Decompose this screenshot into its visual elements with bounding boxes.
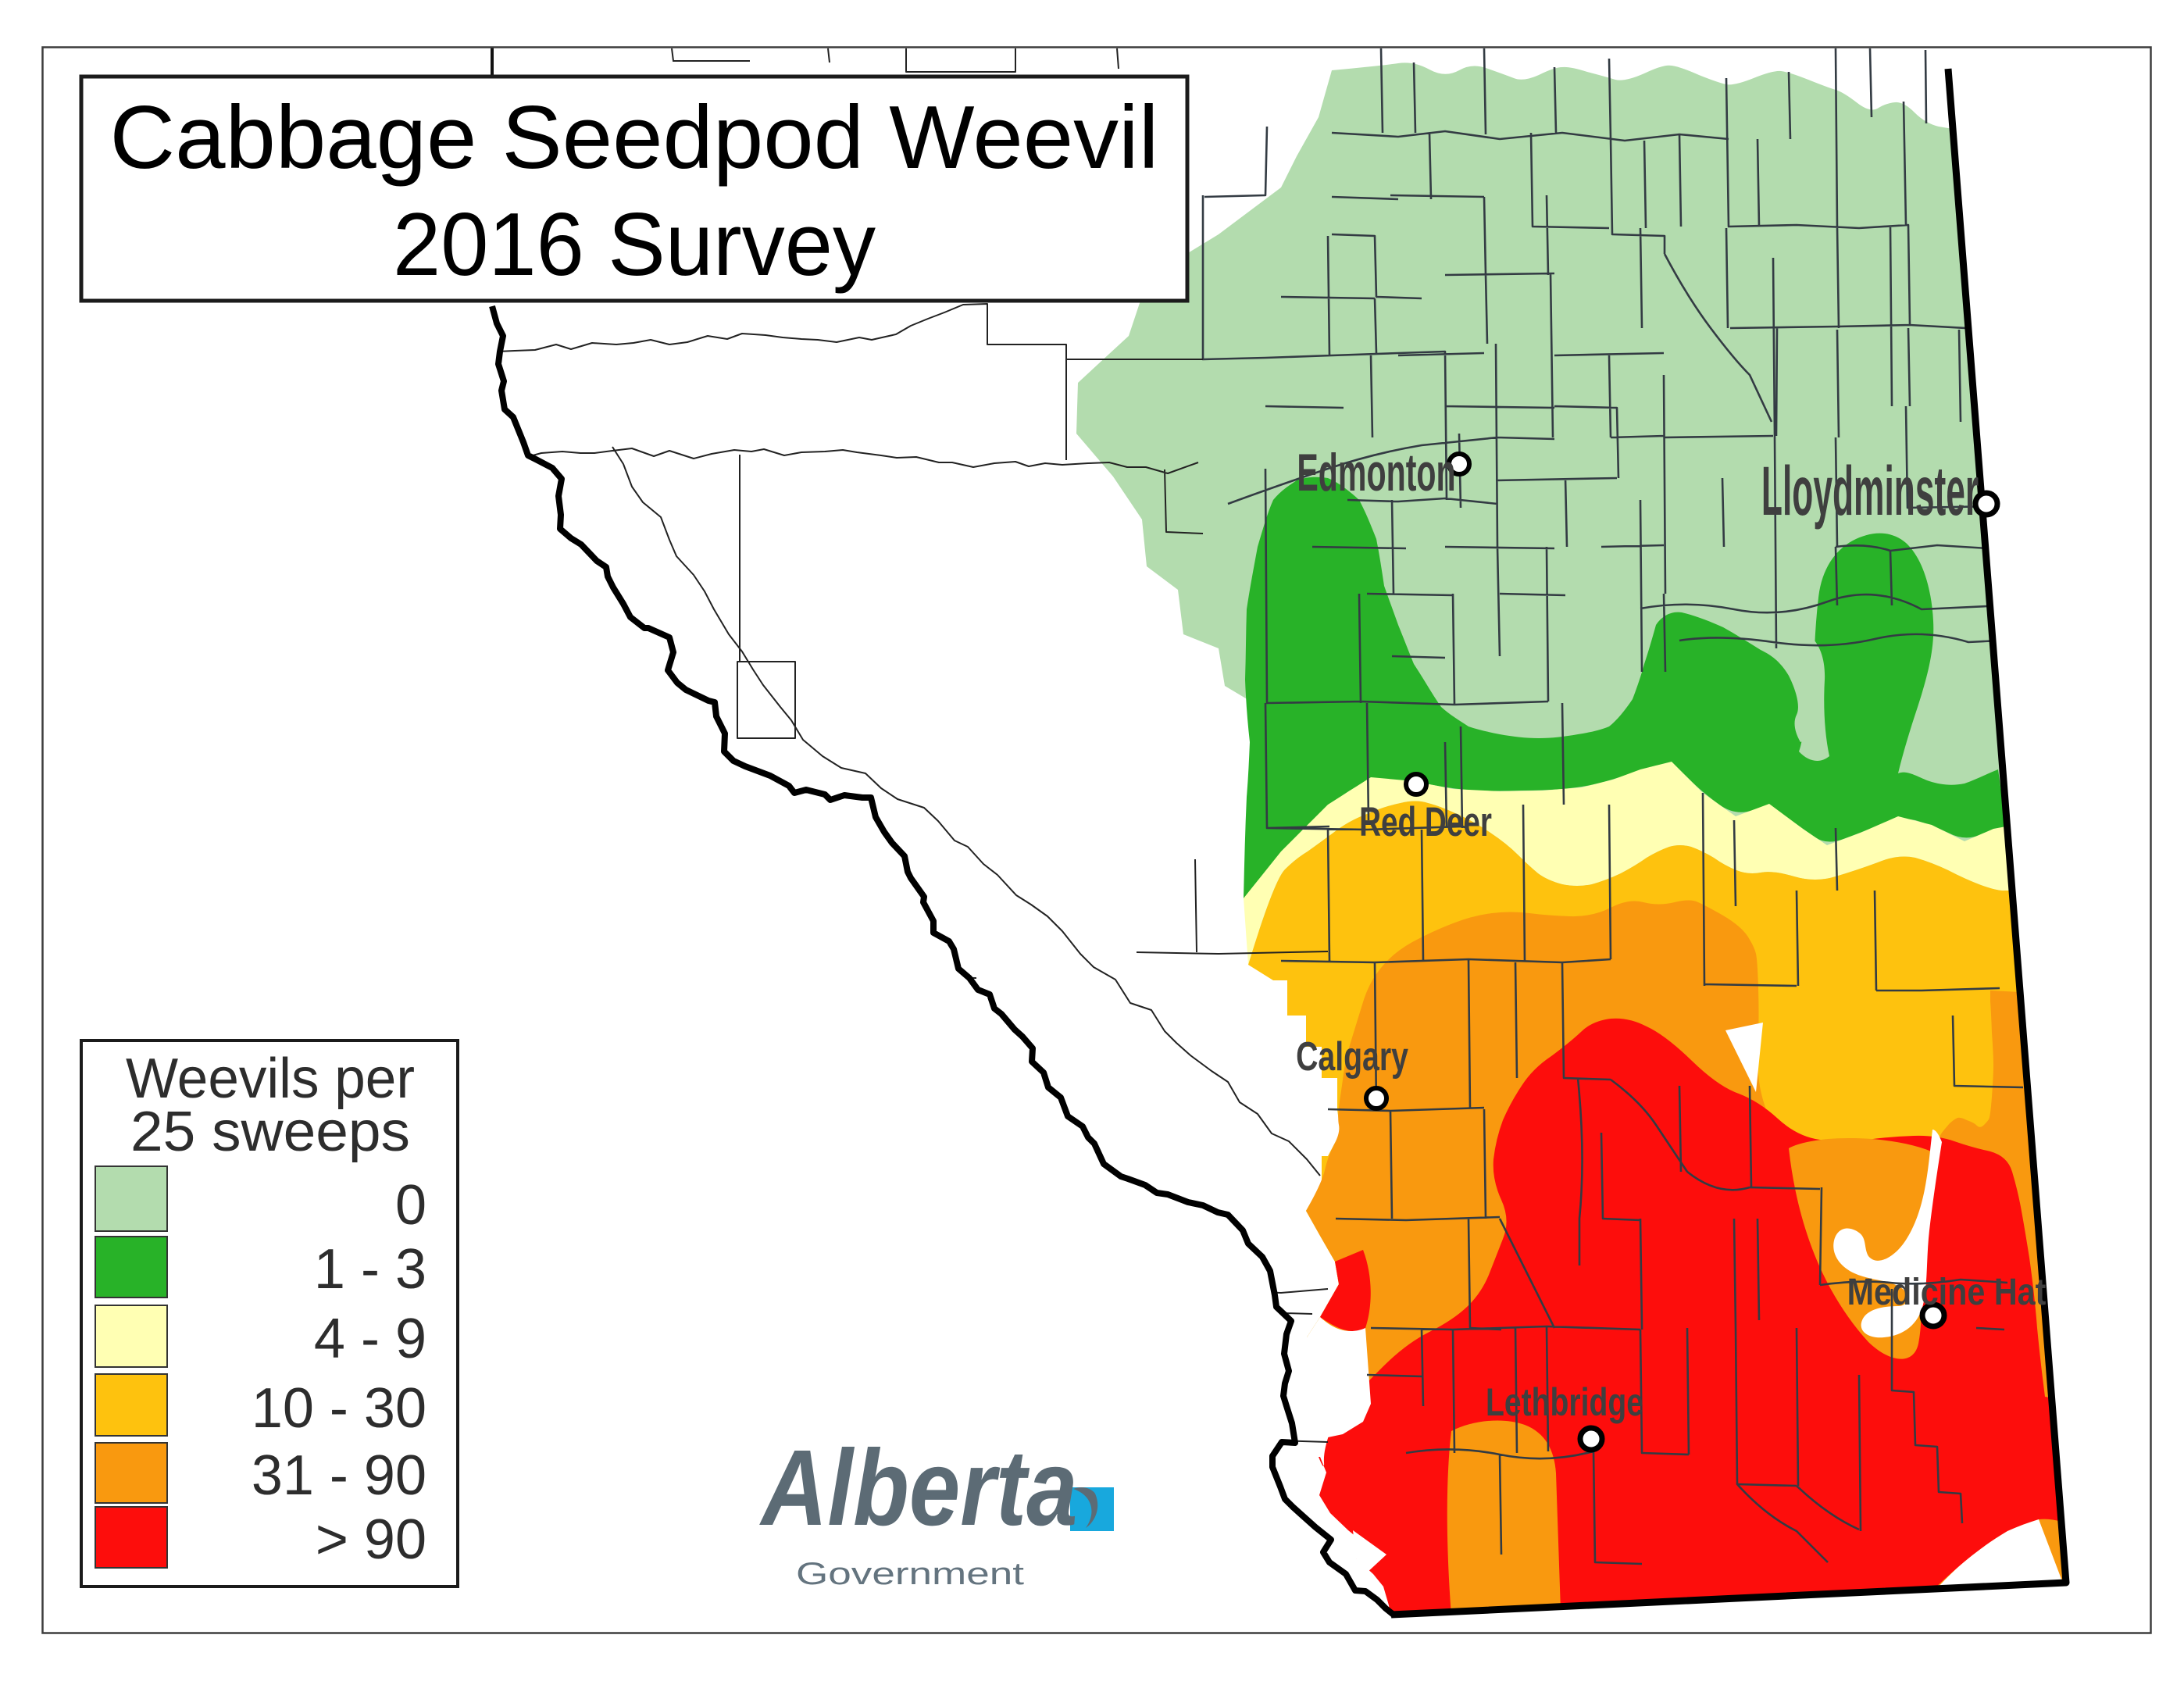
svg-text:Calgary: Calgary <box>1296 1033 1408 1080</box>
svg-text:Cabbage Seedpod Weevil: Cabbage Seedpod Weevil <box>110 88 1159 187</box>
svg-text:> 90: > 90 <box>316 1508 426 1571</box>
svg-text:Medicine Hat: Medicine Hat <box>1847 1271 2047 1313</box>
svg-text:Alberta: Alberta <box>759 1428 1078 1548</box>
svg-text:Red Deer: Red Deer <box>1359 798 1492 844</box>
svg-text:25 sweeps: 25 sweeps <box>130 1101 410 1163</box>
svg-text:Weevils per: Weevils per <box>126 1048 415 1110</box>
svg-text:1 - 3: 1 - 3 <box>314 1238 426 1301</box>
svg-text:Lethbridge: Lethbridge <box>1486 1380 1643 1424</box>
svg-text:Edmonton: Edmonton <box>1297 442 1455 502</box>
svg-text:Lloydminster: Lloydminster <box>1761 452 1979 530</box>
svg-text:Government: Government <box>796 1557 1024 1591</box>
svg-text:31 - 90: 31 - 90 <box>252 1444 426 1507</box>
svg-text:0: 0 <box>395 1174 426 1237</box>
svg-text:10 - 30: 10 - 30 <box>252 1377 426 1440</box>
svg-text:2016 Survey: 2016 Survey <box>393 195 876 294</box>
svg-text:4 - 9: 4 - 9 <box>314 1308 426 1370</box>
